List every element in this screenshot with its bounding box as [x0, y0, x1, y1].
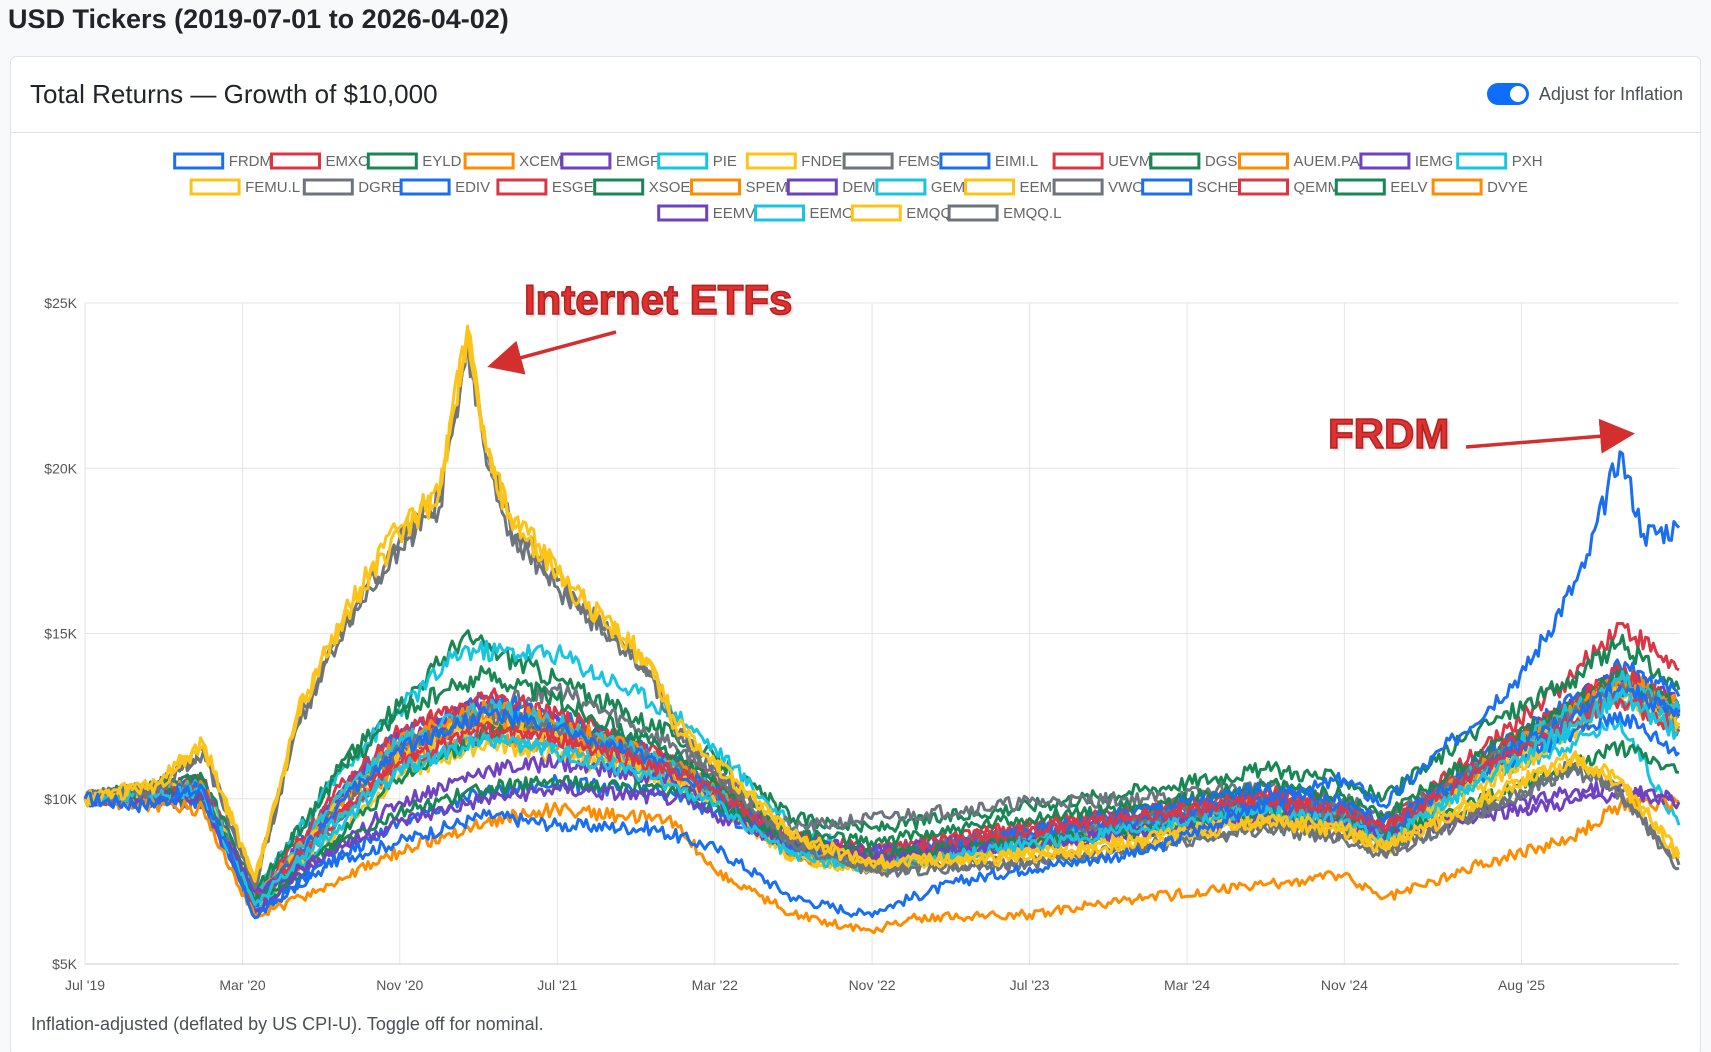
- legend-label: UEVM: [1108, 153, 1151, 170]
- legend-label: EEM: [1020, 179, 1053, 196]
- legend-label: EYLD: [422, 153, 461, 170]
- legend-label: XCEM: [519, 153, 562, 170]
- legend-label: EEMV: [713, 205, 756, 222]
- y-tick-label: $20K: [44, 460, 77, 476]
- legend-swatch: [657, 152, 709, 170]
- legend-swatch: [947, 204, 999, 222]
- toggle-label[interactable]: Adjust for Inflation: [1538, 83, 1683, 104]
- legend-label: VWO: [1108, 179, 1144, 196]
- legend-swatch: [399, 178, 451, 196]
- legend-label: DVYE: [1487, 179, 1528, 196]
- x-tick-label: Jul '23: [1010, 977, 1050, 993]
- legend-label: EMQQ: [906, 205, 952, 222]
- legend-label: EIMI.L: [995, 153, 1038, 170]
- legend-swatch: [366, 152, 418, 170]
- legend-swatch: [270, 152, 321, 170]
- legend-swatch: [657, 204, 709, 222]
- legend-swatch: [173, 152, 225, 170]
- legend-swatch: [842, 152, 894, 170]
- legend-swatch: [850, 204, 902, 222]
- legend-label: DEM: [842, 179, 875, 196]
- legend-swatch: [1456, 152, 1508, 170]
- series-line-emqq: [84, 324, 1681, 880]
- legend-label: FEMU.L: [245, 179, 300, 196]
- legend-label: QEMM: [1294, 179, 1341, 196]
- legend-swatch: [189, 178, 241, 196]
- legend-label: EELV: [1390, 179, 1427, 196]
- legend-swatch: [1149, 152, 1201, 170]
- x-tick-label: Nov '24: [1321, 977, 1368, 993]
- legend-label: FEMS: [898, 153, 940, 170]
- card-title: Total Returns — Growth of $10,000: [30, 79, 438, 109]
- legend-swatch: [463, 152, 515, 170]
- x-tick-label: Mar '20: [219, 977, 265, 993]
- legend-swatch: [939, 152, 991, 170]
- legend-swatch: [964, 178, 1015, 196]
- legend-swatch: [745, 152, 797, 170]
- legend-label: EEMO: [810, 205, 854, 222]
- legend-label: EMXC: [326, 153, 370, 170]
- series-line-dvye: [83, 791, 1680, 935]
- inflation-toggle[interactable]: Adjust for Inflation: [1486, 83, 1683, 105]
- annotation-internet-etfs: Internet ETFs: [523, 275, 793, 324]
- legend-label: XSOE: [649, 179, 691, 196]
- legend-swatch: [1431, 178, 1483, 196]
- series-line-eyld: [84, 629, 1681, 897]
- legend-swatch: [1359, 152, 1411, 170]
- line-chart: $5K $10K $15K $20K $25K Jul '19 Mar '20 Nov '20…: [44, 152, 1681, 993]
- legend-label: DGRE: [358, 179, 401, 196]
- legend-swatch: [754, 204, 805, 222]
- legend-swatch: [593, 178, 645, 196]
- chart-area: $5K $10K $15K $20K $25K Jul '19 Mar '20 Nov '20…: [11, 135, 1700, 1015]
- y-tick-label: $5K: [52, 956, 78, 972]
- toggle-knob: [1509, 86, 1526, 102]
- x-tick-label: Jul '21: [537, 977, 577, 993]
- page-title: USD Tickers (2019-07-01 to 2026-04-02): [8, 4, 509, 34]
- legend-label: FRDM: [229, 153, 272, 170]
- legend-swatch: [1052, 178, 1104, 196]
- legend-label: FNDE: [801, 153, 842, 170]
- legend-swatch: [1238, 178, 1289, 196]
- card-header: Total Returns — Growth of $10,000 Adjust…: [11, 57, 1700, 133]
- x-tick-label: Mar '22: [692, 977, 738, 993]
- x-tick-label: Nov '20: [376, 977, 423, 993]
- legend-label: ESGE: [552, 179, 594, 196]
- legend-label: SPEM: [746, 179, 789, 196]
- toggle-switch[interactable]: [1486, 83, 1529, 105]
- x-tick-label: Nov '22: [849, 977, 896, 993]
- legend-swatch: [786, 178, 838, 196]
- chart-card: Total Returns — Growth of $10,000 Adjust…: [10, 56, 1701, 1052]
- legend-label: PIE: [713, 153, 737, 170]
- legend-swatch: [302, 178, 354, 196]
- legend-label: EMQQ.L: [1003, 205, 1061, 222]
- legend-swatch: [875, 178, 927, 196]
- legend-swatch: [1052, 152, 1104, 170]
- chart-footnote: Inflation-adjusted (deflated by US CPI-U…: [31, 1014, 544, 1034]
- series-line-dgs: [83, 674, 1680, 916]
- legend-swatch: [1238, 152, 1289, 170]
- legend-label: AUEM.PA: [1294, 153, 1360, 170]
- legend-swatch: [1334, 178, 1386, 196]
- legend-label: SCHE: [1197, 179, 1239, 196]
- legend-swatch: [1141, 178, 1193, 196]
- y-tick-label: $25K: [44, 295, 77, 311]
- legend-label: DGS: [1205, 153, 1238, 170]
- legend-label: PXH: [1512, 153, 1543, 170]
- legend-swatch: [560, 152, 612, 170]
- x-tick-label: Jul '19: [65, 977, 105, 993]
- legend-label: GEM: [931, 179, 965, 196]
- legend-swatch: [690, 178, 741, 196]
- legend-label: IEMG: [1415, 153, 1453, 170]
- legend-label: EMGF: [616, 153, 659, 170]
- legend-label: EDIV: [455, 179, 490, 196]
- x-tick-label: Mar '24: [1164, 977, 1210, 993]
- y-tick-label: $15K: [44, 626, 77, 642]
- y-tick-label: $10K: [44, 791, 77, 807]
- x-tick-label: Aug '25: [1498, 977, 1545, 993]
- legend-swatch: [496, 178, 548, 196]
- series-line-frdm: [83, 450, 1681, 920]
- annotation-frdm: FRDM: [1327, 409, 1450, 458]
